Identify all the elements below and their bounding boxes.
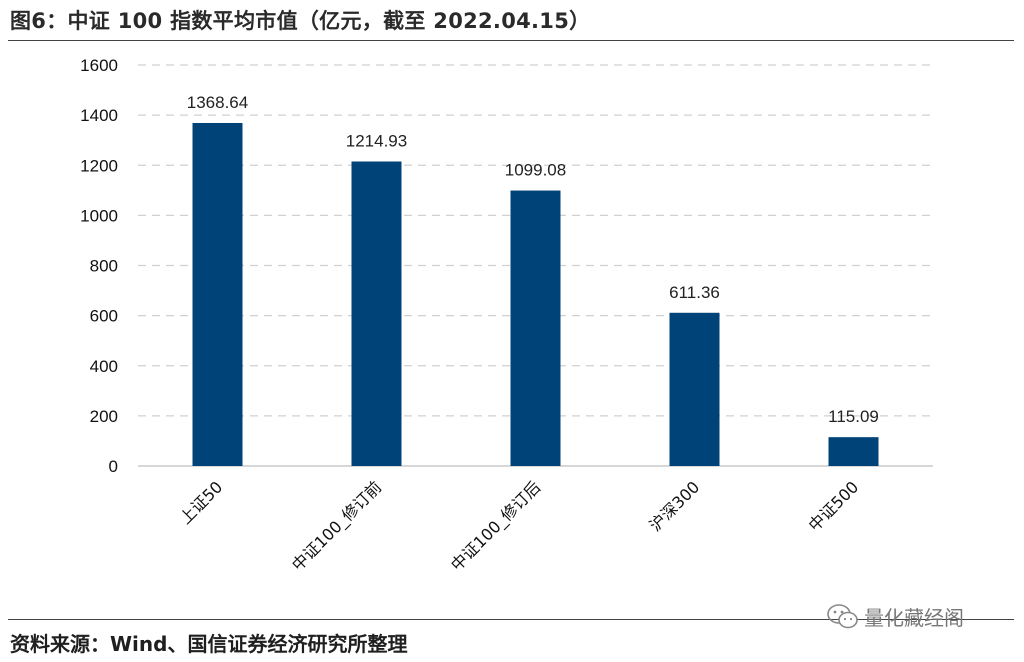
- y-tick-label: 1400: [80, 106, 118, 125]
- data-label: 115.09: [828, 407, 879, 426]
- wechat-icon: [826, 603, 860, 631]
- top-divider: [8, 40, 1014, 41]
- data-label: 1368.64: [187, 93, 248, 112]
- bar-4: [669, 312, 720, 466]
- source-note: 资料来源：Wind、国信证券经济研究所整理: [10, 632, 408, 656]
- y-tick-label: 0: [109, 457, 118, 476]
- bar-1: [192, 122, 243, 467]
- y-tick-label: 600: [90, 307, 118, 326]
- x-category-label: 上证50: [176, 477, 226, 527]
- x-category-label: 沪深300: [646, 477, 704, 535]
- y-tick-label: 1200: [80, 156, 118, 175]
- y-tick-label: 200: [90, 407, 118, 426]
- x-category-label: 中证500: [805, 477, 863, 535]
- y-tick-label: 1000: [80, 206, 118, 225]
- bottom-divider: [8, 619, 1014, 620]
- y-tick-label: 800: [90, 257, 118, 276]
- data-label: 1214.93: [346, 132, 407, 151]
- watermark: 量化藏经阁: [826, 602, 964, 631]
- y-tick-label: 1600: [80, 56, 118, 75]
- y-tick-label: 400: [90, 357, 118, 376]
- watermark-text: 量化藏经阁: [864, 606, 964, 630]
- bar-3: [510, 190, 561, 466]
- figure-title: 图6：中证 100 指数平均市值（亿元，截至 2022.04.15）: [10, 9, 591, 33]
- bar-2: [351, 161, 402, 466]
- data-label: 611.36: [669, 283, 720, 302]
- bar-chart: 0 200 400 600 800 1000 1200 1400 1600 1368.64 上证50…: [80, 56, 933, 575]
- bar-5: [828, 437, 879, 466]
- data-label: 1099.08: [505, 161, 566, 180]
- x-category-label: 中证100_修订后: [447, 477, 545, 575]
- x-category-label: 中证100_修订前: [288, 477, 386, 575]
